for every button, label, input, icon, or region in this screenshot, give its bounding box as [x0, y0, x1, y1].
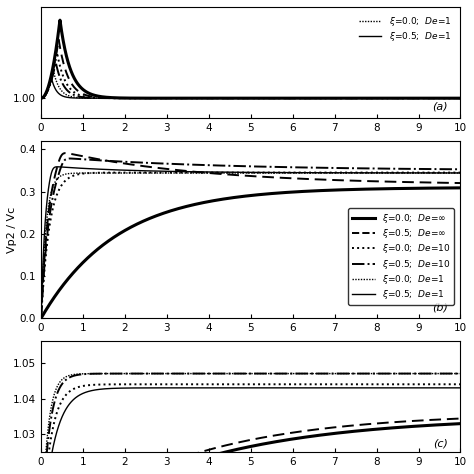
Y-axis label: Vp2 / Vc: Vp2 / Vc	[7, 207, 17, 253]
Legend: $\xi$=0.0;  $De$=$\infty$, $\xi$=0.5;  $De$=$\infty$, $\xi$=0.0;  $De$=10, $\xi$: $\xi$=0.0; $De$=$\infty$, $\xi$=0.5; $De…	[348, 208, 454, 305]
Text: (c): (c)	[433, 439, 448, 449]
Text: (a): (a)	[432, 101, 448, 111]
Legend: $\xi$=0.0;  $De$=1, $\xi$=0.5;  $De$=1: $\xi$=0.0; $De$=1, $\xi$=0.5; $De$=1	[356, 13, 454, 46]
Text: (b): (b)	[432, 303, 448, 313]
